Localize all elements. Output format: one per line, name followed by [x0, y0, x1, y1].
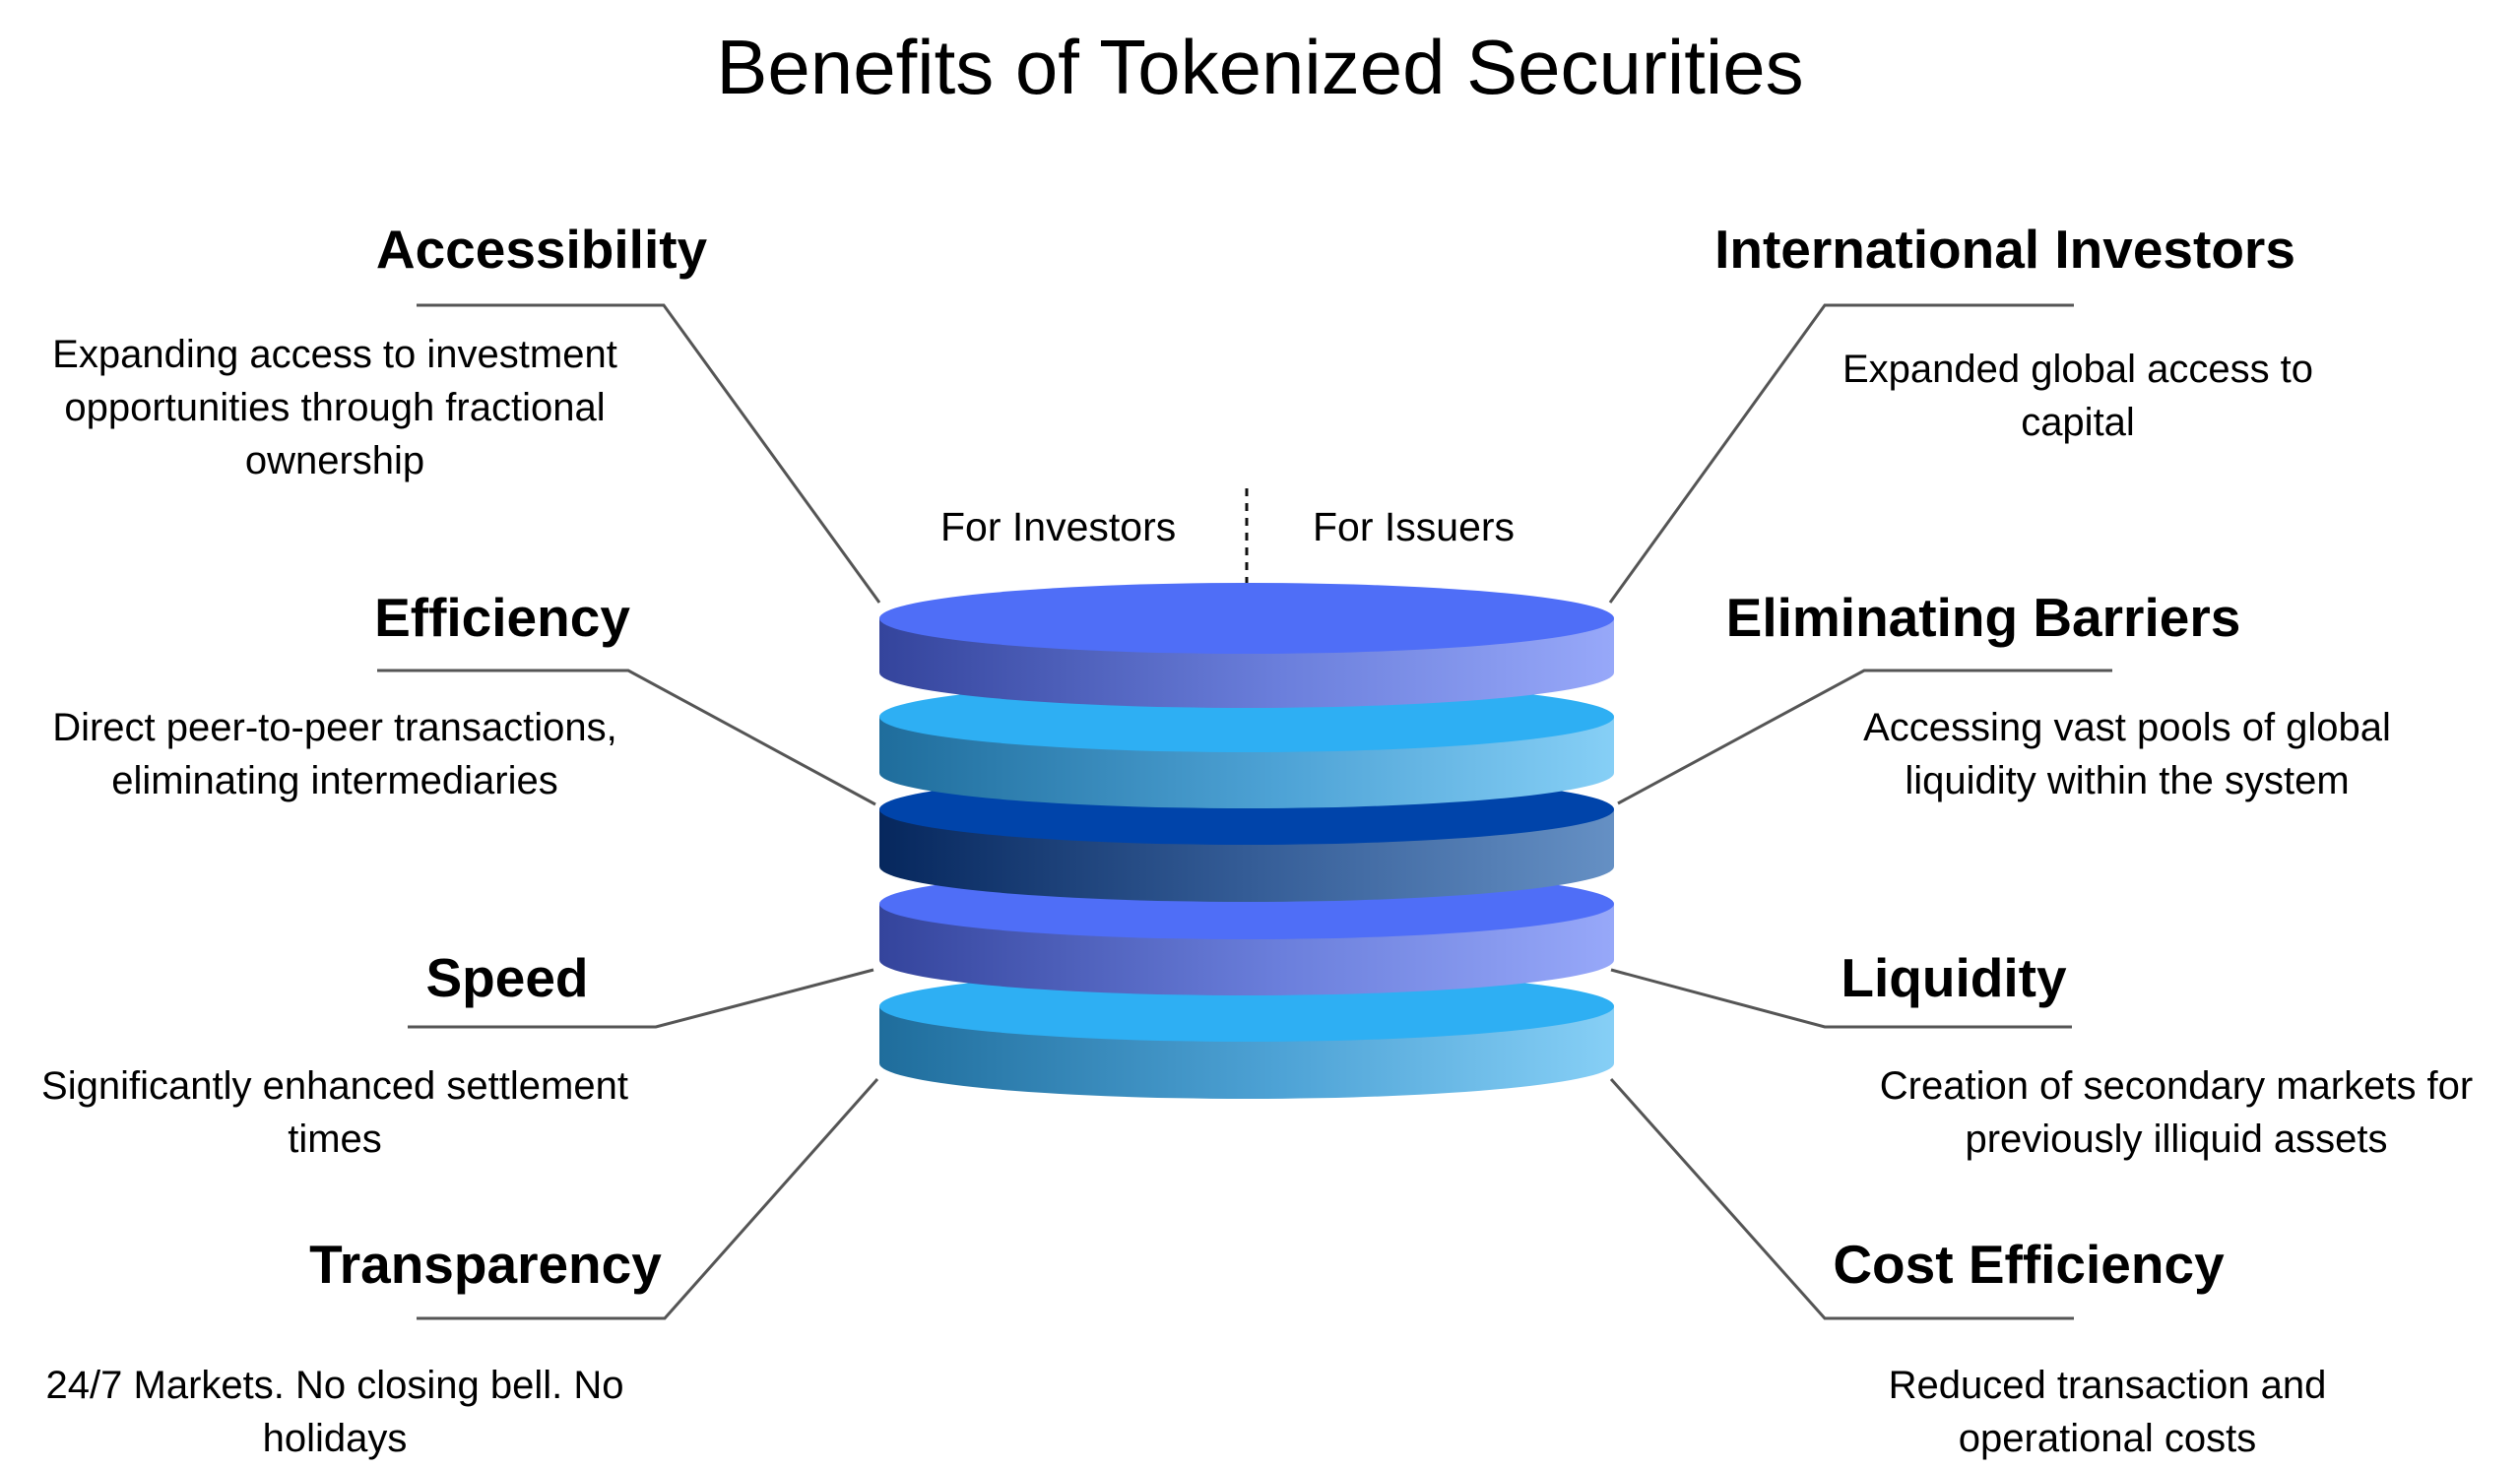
connector-efficiency: [377, 669, 876, 806]
desc-accessibility: Expanding access to investment opportuni…: [52, 333, 617, 482]
heading-accessibility: Accessibility: [375, 219, 708, 280]
desc-international-investors: Expanded global access to capital: [1842, 348, 2314, 444]
desc-speed: Significantly enhanced settlement times: [41, 1064, 628, 1161]
desc-cost-efficiency: Reduced transaction and operational cost…: [1888, 1364, 2327, 1460]
diagram-title: Benefits of Tokenized Securities: [716, 24, 1804, 110]
label-for-issuers: For Issuers: [1313, 504, 1516, 549]
label-for-investors: For Investors: [940, 504, 1177, 549]
connector-eliminating-barriers: [1617, 669, 2112, 805]
connector-accessibility: [417, 303, 881, 604]
desc-transparency: 24/7 Markets. No closing bell. No holida…: [45, 1364, 624, 1460]
desc-efficiency: Direct peer-to-peer transactions, elimin…: [52, 706, 617, 802]
heading-liquidity: Liquidity: [1841, 947, 2067, 1008]
connector-international-investors: [1608, 303, 2074, 604]
connector-transparency: [417, 1078, 879, 1320]
connector-cost-efficiency: [1609, 1078, 2074, 1320]
desc-liquidity: Creation of secondary markets for previo…: [1879, 1064, 2474, 1161]
desc-eliminating-barriers: Accessing vast pools of global liquidity…: [1863, 706, 2391, 802]
disc-layer-1: [879, 583, 1614, 708]
heading-transparency: Transparency: [309, 1234, 662, 1295]
heading-eliminating-barriers: Eliminating Barriers: [1725, 587, 2241, 648]
heading-cost-efficiency: Cost Efficiency: [1833, 1234, 2225, 1295]
heading-speed: Speed: [425, 947, 589, 1008]
connector-liquidity: [1610, 968, 2072, 1029]
heading-efficiency: Efficiency: [374, 587, 630, 648]
connector-speed: [408, 968, 874, 1029]
heading-international-investors: International Investors: [1714, 219, 2295, 280]
